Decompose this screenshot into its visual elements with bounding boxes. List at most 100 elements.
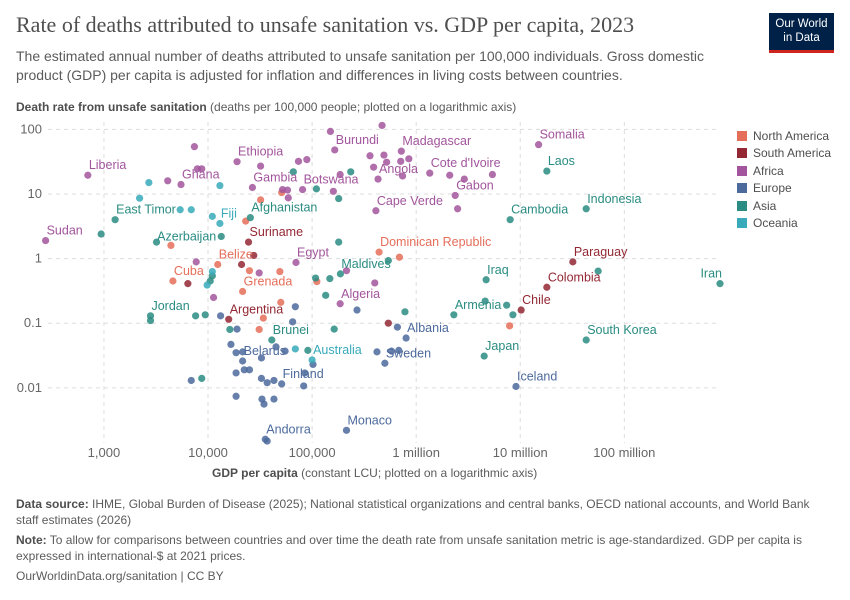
data-point-europe[interactable] xyxy=(245,366,254,374)
legend-item-oceania[interactable]: Oceania xyxy=(737,215,831,233)
data-point-asia[interactable] xyxy=(198,374,206,382)
data-point-asia[interactable] xyxy=(582,205,590,213)
data-point-asia[interactable] xyxy=(336,270,345,278)
data-point-africa[interactable] xyxy=(383,158,391,166)
data-point-europe[interactable] xyxy=(387,347,396,355)
data-point-europe[interactable] xyxy=(301,369,309,377)
data-point-north-america[interactable] xyxy=(214,260,222,269)
data-point-africa[interactable] xyxy=(534,141,543,149)
data-point-africa[interactable] xyxy=(164,177,172,185)
data-point-asia[interactable] xyxy=(326,275,334,283)
data-point-africa[interactable] xyxy=(257,162,265,170)
data-point-asia[interactable] xyxy=(582,336,590,344)
data-point-europe[interactable] xyxy=(239,357,247,365)
data-point-africa[interactable] xyxy=(454,205,462,213)
data-point-asia[interactable] xyxy=(543,167,551,175)
data-point-africa[interactable] xyxy=(336,170,344,179)
data-point-oceania[interactable] xyxy=(208,212,216,220)
data-point-africa[interactable] xyxy=(397,157,405,165)
data-point-europe[interactable] xyxy=(291,303,299,311)
data-point-europe[interactable] xyxy=(393,323,402,331)
data-point-asia[interactable] xyxy=(246,214,254,222)
data-point-asia[interactable] xyxy=(481,297,489,305)
data-point-africa[interactable] xyxy=(248,183,257,192)
data-point-north-america[interactable] xyxy=(245,267,254,275)
data-point-africa[interactable] xyxy=(294,157,303,165)
data-point-africa[interactable] xyxy=(380,151,388,159)
data-point-africa[interactable] xyxy=(342,267,351,275)
data-point-asia[interactable] xyxy=(506,216,514,224)
data-point-asia[interactable] xyxy=(146,316,155,325)
data-point-africa[interactable] xyxy=(209,293,218,302)
data-point-europe[interactable] xyxy=(281,347,289,355)
data-point-africa[interactable] xyxy=(488,170,497,179)
data-point-europe[interactable] xyxy=(240,366,248,374)
data-point-asia[interactable] xyxy=(594,267,602,275)
data-point-asia[interactable] xyxy=(311,274,320,282)
data-point-asia[interactable] xyxy=(201,311,209,319)
data-point-asia[interactable] xyxy=(509,311,517,319)
data-point-asia[interactable] xyxy=(330,325,338,333)
data-point-africa[interactable] xyxy=(374,175,382,183)
data-point-europe[interactable] xyxy=(260,400,268,408)
data-point-africa[interactable] xyxy=(192,258,200,266)
data-point-europe[interactable] xyxy=(233,325,241,333)
data-point-africa[interactable] xyxy=(426,169,434,177)
data-point-north-america[interactable] xyxy=(257,196,265,204)
data-point-africa[interactable] xyxy=(372,207,380,215)
data-point-north-america[interactable] xyxy=(375,248,383,256)
data-point-asia[interactable] xyxy=(480,352,488,360)
data-point-africa[interactable] xyxy=(283,186,292,194)
data-point-africa[interactable] xyxy=(177,180,185,189)
data-point-oceania[interactable] xyxy=(208,267,216,276)
data-point-europe[interactable] xyxy=(402,334,410,342)
data-point-south-america[interactable] xyxy=(569,258,577,266)
data-point-asia[interactable] xyxy=(401,308,409,316)
data-point-south-america[interactable] xyxy=(225,315,233,323)
data-point-europe[interactable] xyxy=(187,376,195,385)
data-point-europe[interactable] xyxy=(232,349,240,357)
data-point-africa[interactable] xyxy=(198,165,206,173)
data-point-oceania[interactable] xyxy=(308,356,316,364)
data-point-asia[interactable] xyxy=(111,216,119,224)
data-point-africa[interactable] xyxy=(366,152,374,160)
data-point-north-america[interactable] xyxy=(239,287,247,296)
legend-item-asia[interactable]: Asia xyxy=(737,197,831,215)
data-point-europe[interactable] xyxy=(270,376,278,385)
data-point-africa[interactable] xyxy=(336,300,344,308)
data-point-europe[interactable] xyxy=(257,374,266,382)
data-point-africa[interactable] xyxy=(233,158,241,166)
data-point-africa[interactable] xyxy=(451,191,459,200)
data-point-north-america[interactable] xyxy=(276,267,284,276)
data-point-south-america[interactable] xyxy=(384,319,392,327)
data-point-asia[interactable] xyxy=(335,194,343,203)
data-point-africa[interactable] xyxy=(398,172,407,180)
data-point-south-america[interactable] xyxy=(184,280,192,288)
data-point-africa[interactable] xyxy=(41,236,50,245)
data-point-asia[interactable] xyxy=(312,185,321,193)
data-point-oceania[interactable] xyxy=(216,181,224,190)
data-point-south-america[interactable] xyxy=(244,238,253,246)
data-point-europe[interactable] xyxy=(270,395,278,403)
data-point-asia[interactable] xyxy=(268,336,276,344)
data-point-oceania[interactable] xyxy=(203,281,211,289)
data-point-africa[interactable] xyxy=(255,269,263,277)
data-point-europe[interactable] xyxy=(395,346,403,354)
data-point-europe[interactable] xyxy=(272,343,280,351)
data-point-europe[interactable] xyxy=(232,369,240,377)
data-point-africa[interactable] xyxy=(331,146,339,154)
data-point-south-america[interactable] xyxy=(250,251,258,260)
data-point-north-america[interactable] xyxy=(259,314,267,322)
data-point-oceania[interactable] xyxy=(176,206,184,214)
data-point-oceania[interactable] xyxy=(291,345,299,353)
data-point-europe[interactable] xyxy=(232,392,240,400)
data-point-north-america[interactable] xyxy=(255,325,263,334)
data-point-africa[interactable] xyxy=(371,279,379,287)
data-point-europe[interactable] xyxy=(216,312,225,320)
data-point-asia[interactable] xyxy=(347,168,355,176)
data-point-europe[interactable] xyxy=(289,318,297,326)
data-point-europe[interactable] xyxy=(263,379,271,387)
data-point-north-america[interactable] xyxy=(277,298,285,306)
legend-item-south-america[interactable]: South America xyxy=(737,145,831,163)
data-point-europe[interactable] xyxy=(373,348,381,356)
